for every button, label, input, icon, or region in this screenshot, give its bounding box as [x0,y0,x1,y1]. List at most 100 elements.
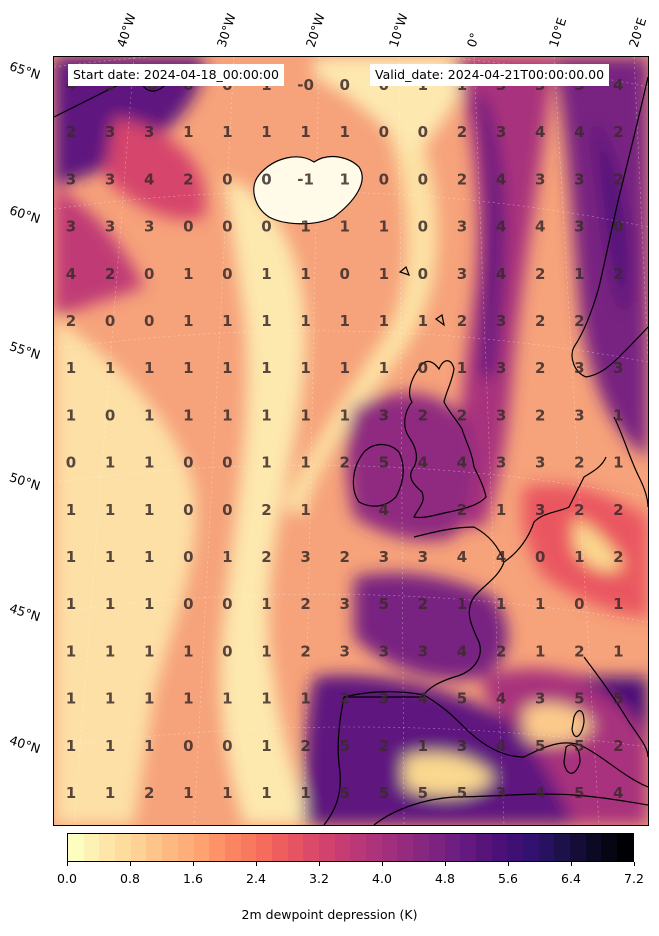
grid-value-label: 1 [144,359,154,377]
grid-value-label: 1 [339,406,349,424]
colorbar-segment [538,834,555,861]
grid-value-label: 0 [418,265,428,283]
grid-value-label: 3 [496,123,506,141]
grid-value-label: 1 [379,218,389,236]
grid-value-label: 1 [300,501,310,519]
colorbar-segment [146,834,163,861]
grid-value-label: 2 [535,406,545,424]
grid-value-label: 1 [261,406,271,424]
grid-value-label: 3 [418,642,428,660]
grid-value-label: 0 [105,406,115,424]
grid-value-label: 1 [300,218,310,236]
grid-value-label: 3 [105,123,115,141]
grid-value-label: 1 [613,595,623,613]
grid-value-label: 1 [183,123,193,141]
grid-value-label: 1 [105,359,115,377]
colorbar-label: 2m dewpoint depression (K) [241,907,418,922]
lat-label-60n: 60°N [7,202,43,227]
colorbar-tickmark [255,862,257,866]
grid-value-label: 1 [261,312,271,330]
grid-value-label: 3 [144,123,154,141]
colorbar-segment [601,834,618,861]
grid-value-label: 1 [496,501,506,519]
grid-value-label: 2 [183,170,193,188]
lat-label-45n: 45°N [7,600,43,625]
grid-value-label: 2 [300,737,310,755]
grid-value-label: 5 [379,784,389,802]
grid-value-label: 0 [222,170,232,188]
colorbar-segment [319,834,335,861]
grid-value-label: 2 [613,548,623,566]
grid-value-label: 1 [261,642,271,660]
grid-value-label: 2 [457,170,467,188]
grid-value-label: 3 [379,406,389,424]
grid-value-label: 2 [66,123,76,141]
grid-value-label: 5 [574,737,584,755]
lat-label-50n: 50°N [7,469,43,494]
grid-value-label: 3 [457,737,467,755]
grid-value-label: 3 [418,548,428,566]
colorbar-segment [193,834,210,861]
grid-value-label: 1 [339,312,349,330]
grid-value-label: 2 [535,312,545,330]
colorbar-segment [397,834,414,861]
colorbar-segment [522,834,539,861]
grid-value-label: 1 [222,406,232,424]
colorbar-segment [177,834,194,861]
grid-value-label: 1 [66,737,76,755]
grid-value-label: 3 [457,218,467,236]
grid-value-label: 5 [535,737,545,755]
grid-value-label: 1 [105,501,115,519]
grid-value-label: 1 [105,737,115,755]
grid-value-label: 5 [339,737,349,755]
colorbar-tickmark [570,862,572,866]
grid-value-label: 3 [496,784,506,802]
map-panel: 43-0001-000113354233111110023442334200-1… [53,56,649,826]
grid-value-label: 3 [379,548,389,566]
colorbar-segment [350,834,367,861]
grid-value-label: 1 [66,501,76,519]
grid-value-label: 3 [300,548,310,566]
colorbar-tickmark [444,862,446,866]
grid-value-label: 2 [457,406,467,424]
grid-value-label: 3 [574,218,584,236]
grid-value-label: 5 [613,690,623,708]
colorbar-segment [570,834,586,861]
grid-value-label: 1 [339,218,349,236]
colorbar-tick-label: 3.2 [309,871,329,886]
grid-value-label: 1 [496,595,506,613]
grid-value-label: 3 [66,218,76,236]
colorbar-tick-label: 0.8 [120,871,140,886]
colorbar-segment [256,834,272,861]
grid-value-label: 1 [144,454,154,472]
grid-value-label: 0 [339,76,349,94]
grid-value-label: 5 [457,784,467,802]
grid-value-label: 1 [535,595,545,613]
grid-value-label: 4 [496,265,506,283]
start-date-label: Start date: 2024-04-18_00:00:00 [68,64,284,86]
grid-value-label: 2 [300,595,310,613]
grid-value-label: 1 [379,359,389,377]
grid-value-label: 4 [418,690,428,708]
grid-value-label: 1 [105,690,115,708]
grid-value-label: 1 [261,454,271,472]
grid-value-label: 1 [183,312,193,330]
grid-value-label: 4 [496,737,506,755]
grid-value-label: 5 [574,784,584,802]
grid-value-label: 1 [144,548,154,566]
grid-value-label: 4 [144,170,154,188]
grid-value-label: 0 [222,595,232,613]
grid-value-label: 0 [66,454,76,472]
colorbar-segment [460,834,476,861]
lon-label-20w: 20°W [302,11,328,49]
grid-value-label: 1 [457,595,467,613]
grid-value-label: 2 [261,548,271,566]
grid-value-labels: 43-0001-000113354233111110023442334200-1… [66,76,624,802]
grid-value-label: 4 [574,123,584,141]
grid-value-label: 5 [379,595,389,613]
grid-value-label: 0 [222,265,232,283]
grid-value-label: 1 [613,406,623,424]
grid-value-label: 1 [66,406,76,424]
grid-value-label: 0 [222,737,232,755]
colorbar-tick-label: 1.6 [183,871,203,886]
